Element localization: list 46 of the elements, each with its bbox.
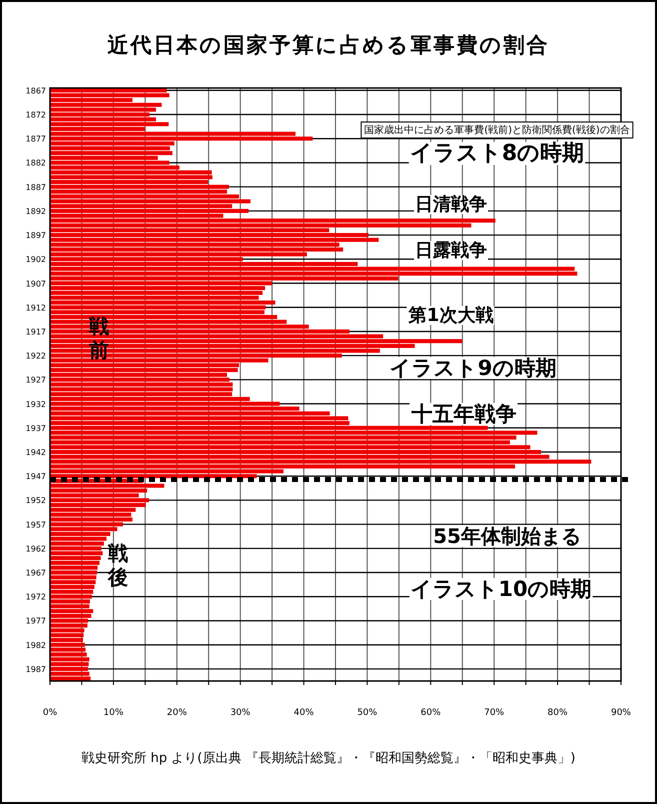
annotation: イラスト9の時期: [390, 356, 556, 380]
y-tick-label: 1877: [26, 134, 46, 144]
annotation: 55年体制始まる: [433, 524, 581, 548]
annotation: 第1次大戦: [408, 305, 494, 326]
x-tick-label: 30%: [230, 708, 251, 718]
x-tick-label: 70%: [484, 708, 505, 718]
annotation: 日清戦争: [415, 194, 487, 215]
y-tick-label: 1962: [26, 544, 46, 554]
y-tick-label: 1942: [26, 448, 46, 457]
y-tick-label: 1867: [26, 86, 46, 96]
x-tick-label: 10%: [103, 708, 124, 718]
y-tick-label: 1957: [26, 520, 46, 530]
y-tick-label: 1887: [26, 182, 46, 192]
y-tick-label: 1937: [26, 424, 46, 433]
x-tick-label: 60%: [420, 708, 442, 718]
x-tick-label: 0%: [42, 708, 58, 718]
y-tick-label: 1897: [26, 231, 46, 240]
annotation: 日露戦争: [415, 240, 487, 261]
y-tick-label: 1977: [26, 616, 46, 626]
x-tick-label: 20%: [166, 708, 188, 718]
text: 戦史研究所 hp より(原出典 『長期統計総覧』・『昭和国勢総覧』・「昭和史事典」): [81, 751, 576, 766]
y-tick-label: 1892: [26, 206, 46, 216]
y-tick-label: 1972: [26, 592, 46, 602]
x-tick-label: 50%: [357, 708, 378, 718]
annotation: イラスト8の時期: [410, 141, 584, 166]
annotation: イラスト10の時期: [410, 577, 592, 601]
y-tick-label: 1947: [26, 472, 46, 482]
y-tick-label: 1917: [26, 327, 46, 336]
chart-title: 近代日本の国家予算に占める軍事費の割合: [106, 33, 550, 57]
y-tick-label: 1922: [26, 352, 46, 361]
y-tick-label: 1982: [26, 640, 46, 650]
y-tick-label: 1987: [26, 664, 46, 674]
x-tick-label: 90%: [610, 708, 632, 718]
annotation: 国家歳出中に占める軍事費(戦前)と防衛関係費(戦後)の割合: [364, 124, 630, 136]
y-tick-label: 1872: [26, 110, 46, 120]
annotation: 十五年戦争: [410, 402, 516, 426]
x-tick-label: 40%: [294, 708, 314, 718]
y-tick-label: 1907: [26, 279, 46, 288]
y-tick-label: 1912: [26, 303, 46, 312]
y-tick-label: 1952: [26, 496, 46, 506]
y-tick-label: 1967: [26, 568, 46, 578]
y-tick-label: 1882: [26, 158, 46, 168]
y-tick-label: 1932: [26, 400, 46, 409]
y-tick-label: 1902: [26, 255, 46, 264]
y-tick-label: 1927: [26, 376, 46, 385]
x-tick-label: 80%: [548, 708, 568, 718]
